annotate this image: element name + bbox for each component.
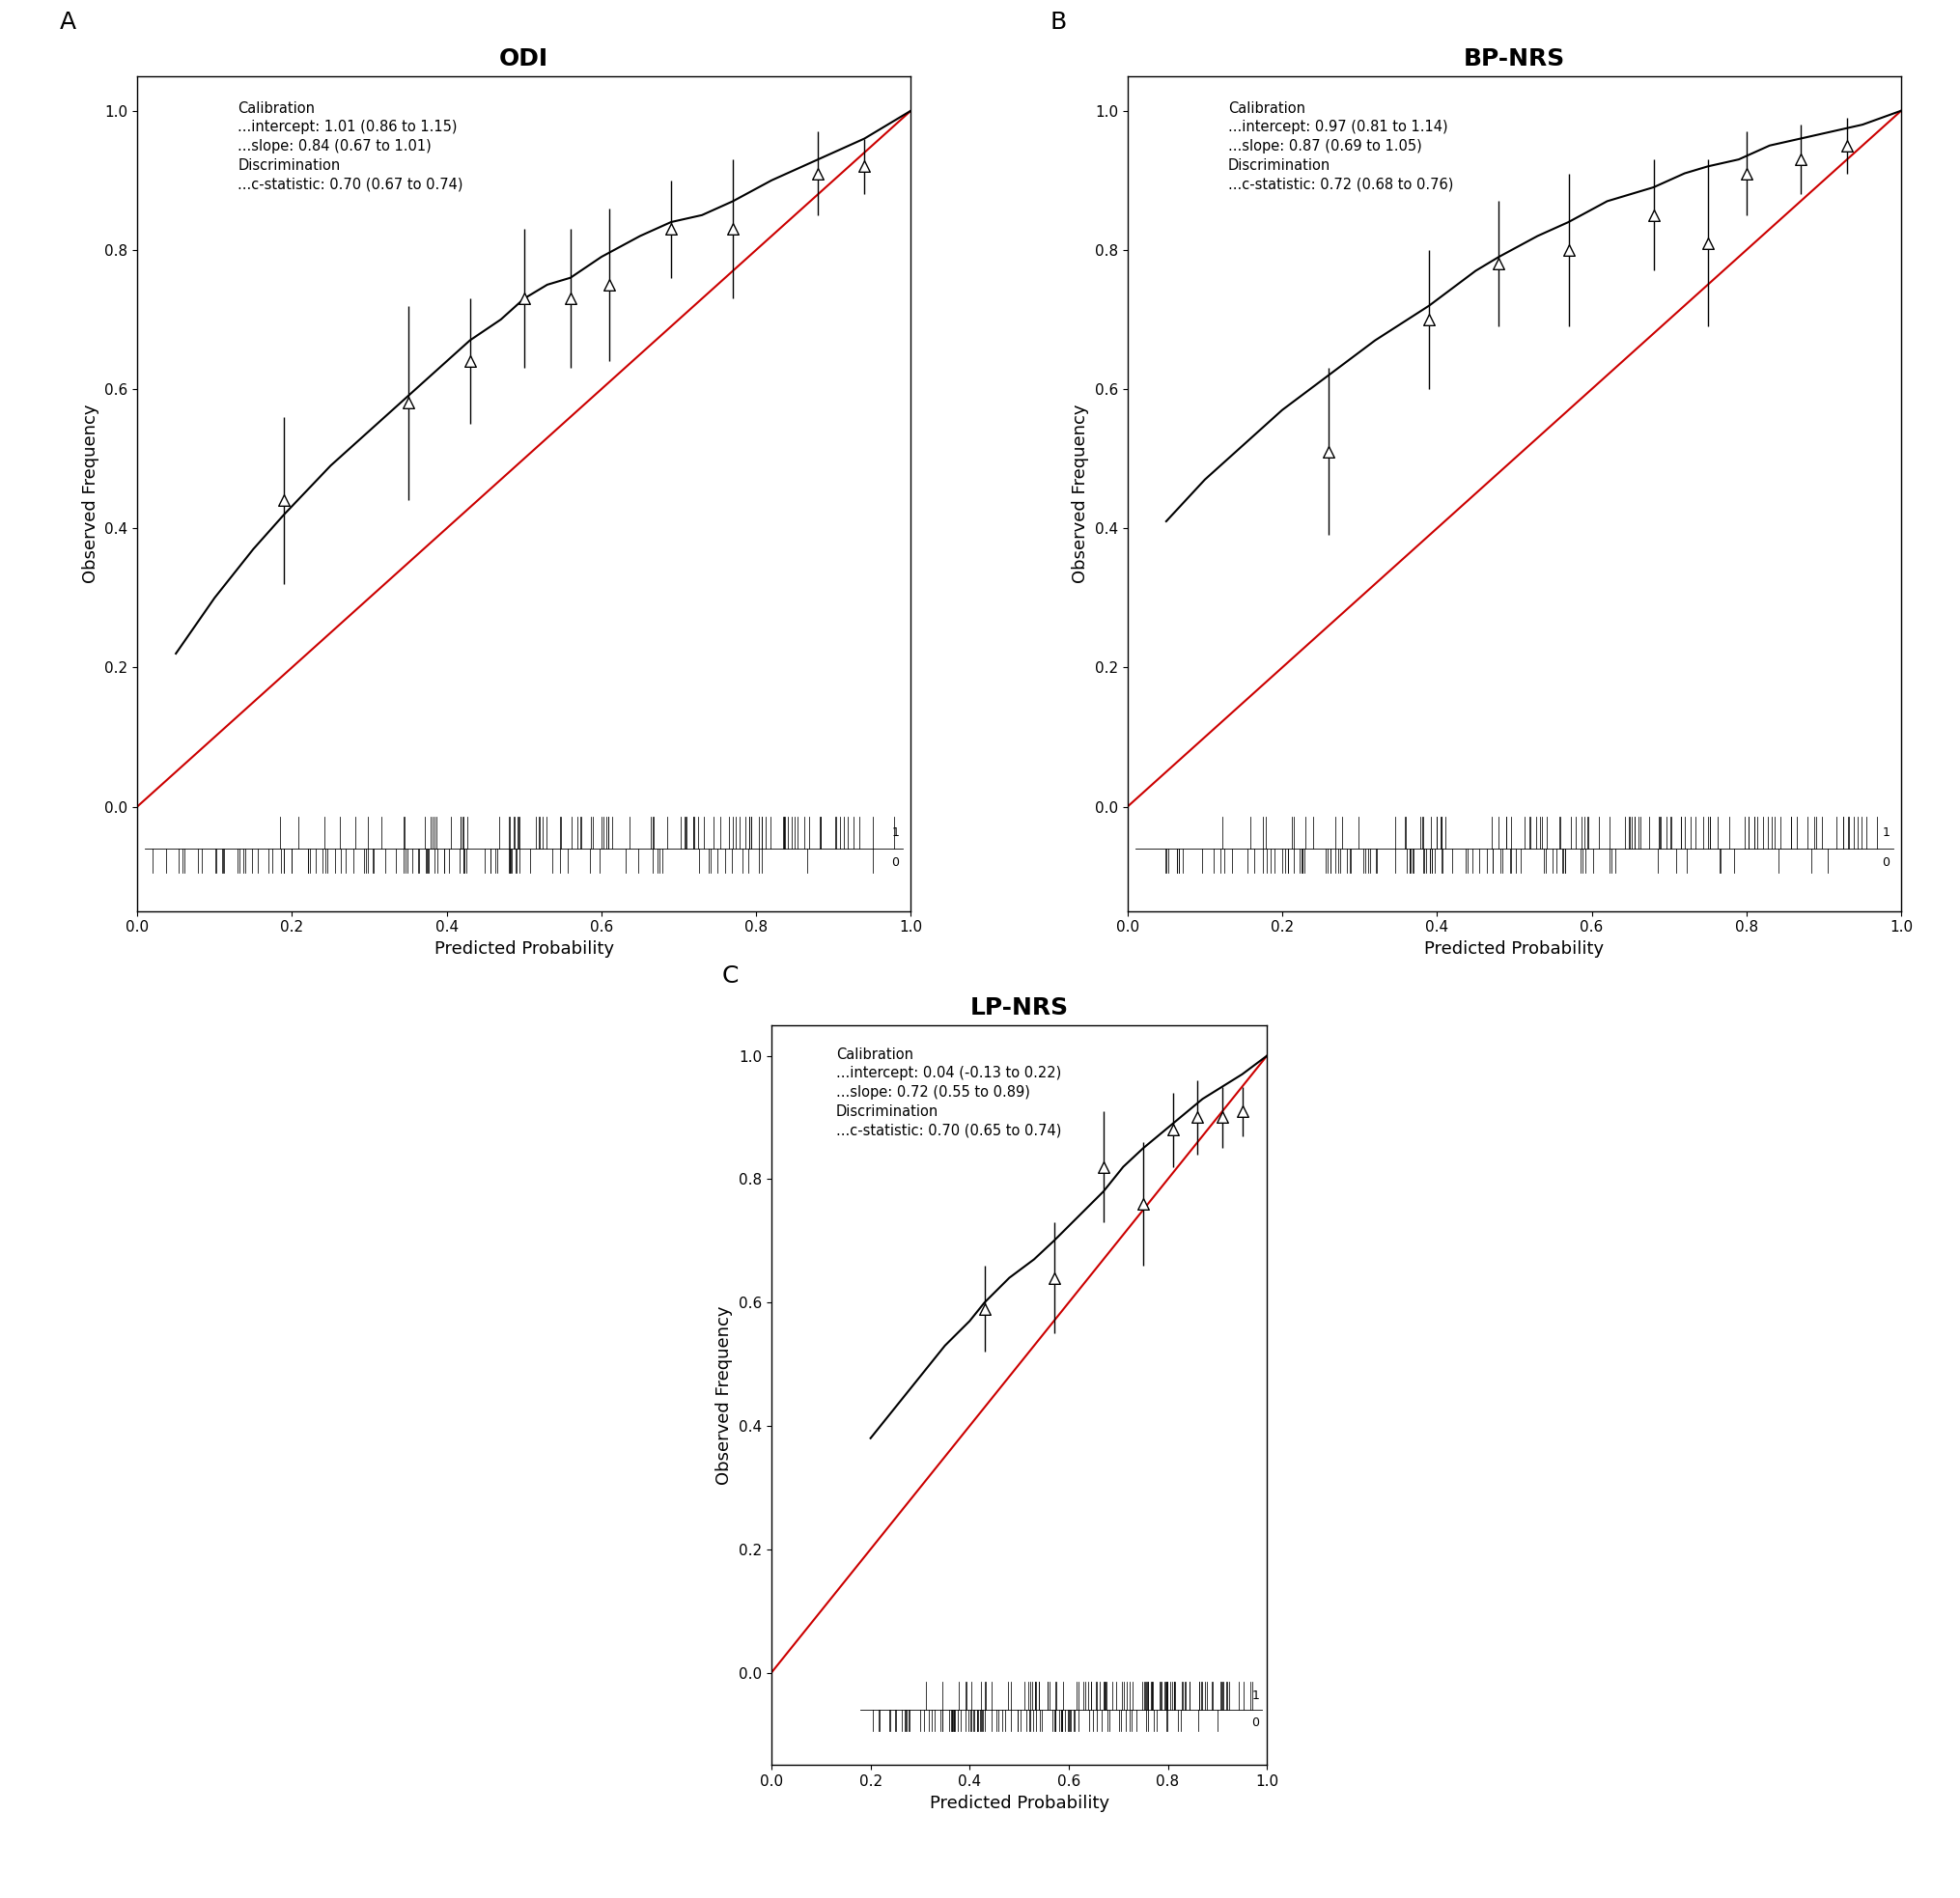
Text: A: A (61, 11, 76, 34)
Title: BP-NRS: BP-NRS (1464, 47, 1566, 70)
Point (968, 1294, 1000, 1325)
Point (269, 486, 300, 516)
X-axis label: Predicted Probability: Predicted Probability (1425, 940, 1603, 958)
Point (1227, 1095, 1258, 1126)
Text: 1: 1 (1882, 826, 1889, 839)
Title: ODI: ODI (500, 47, 549, 70)
Point (1207, 1103, 1239, 1133)
Text: 1: 1 (892, 826, 900, 839)
X-axis label: Predicted Probability: Predicted Probability (929, 1794, 1109, 1813)
X-axis label: Predicted Probability: Predicted Probability (435, 940, 613, 958)
Point (508, 283, 539, 313)
Text: Calibration
...intercept: 0.97 (0.81 to 1.14)
...slope: 0.87 (0.69 to 1.05)
Disc: Calibration ...intercept: 0.97 (0.81 to … (1229, 101, 1454, 192)
Point (1639, 199, 1670, 230)
Point (1484, 249, 1515, 279)
Y-axis label: Observed Frequency: Observed Frequency (82, 404, 100, 583)
Text: B: B (1051, 11, 1066, 34)
Point (1039, 1262, 1070, 1293)
Point (555, 283, 586, 313)
Text: 0: 0 (892, 856, 900, 869)
Point (717, 214, 749, 245)
Point (594, 270, 625, 300)
Point (1313, 437, 1345, 467)
Point (802, 158, 833, 188)
Y-axis label: Observed Frequency: Observed Frequency (1072, 404, 1090, 583)
Point (392, 387, 423, 418)
Text: 0: 0 (1252, 1716, 1260, 1729)
Text: 1: 1 (1252, 1689, 1260, 1703)
Title: LP-NRS: LP-NRS (970, 996, 1068, 1019)
Text: Calibration
...intercept: 0.04 (-0.13 to 0.22)
...slope: 0.72 (0.55 to 0.89)
Dis: Calibration ...intercept: 0.04 (-0.13 to… (835, 1048, 1060, 1139)
Point (1413, 304, 1445, 334)
Point (1691, 228, 1723, 258)
Text: 0: 0 (1882, 856, 1889, 869)
Point (1786, 144, 1817, 175)
Point (655, 214, 686, 245)
Point (1731, 158, 1762, 188)
Text: Calibration
...intercept: 1.01 (0.86 to 1.15)
...slope: 0.84 (0.67 to 1.01)
Disc: Calibration ...intercept: 1.01 (0.86 to … (237, 101, 463, 192)
Point (1831, 131, 1862, 161)
Text: C: C (721, 964, 739, 987)
Point (1127, 1188, 1158, 1219)
Y-axis label: Observed Frequency: Observed Frequency (715, 1306, 733, 1484)
Point (849, 152, 880, 182)
Point (1552, 235, 1584, 266)
Point (1182, 1103, 1213, 1133)
Point (1156, 1114, 1188, 1144)
Point (1088, 1152, 1119, 1182)
Point (455, 345, 486, 376)
